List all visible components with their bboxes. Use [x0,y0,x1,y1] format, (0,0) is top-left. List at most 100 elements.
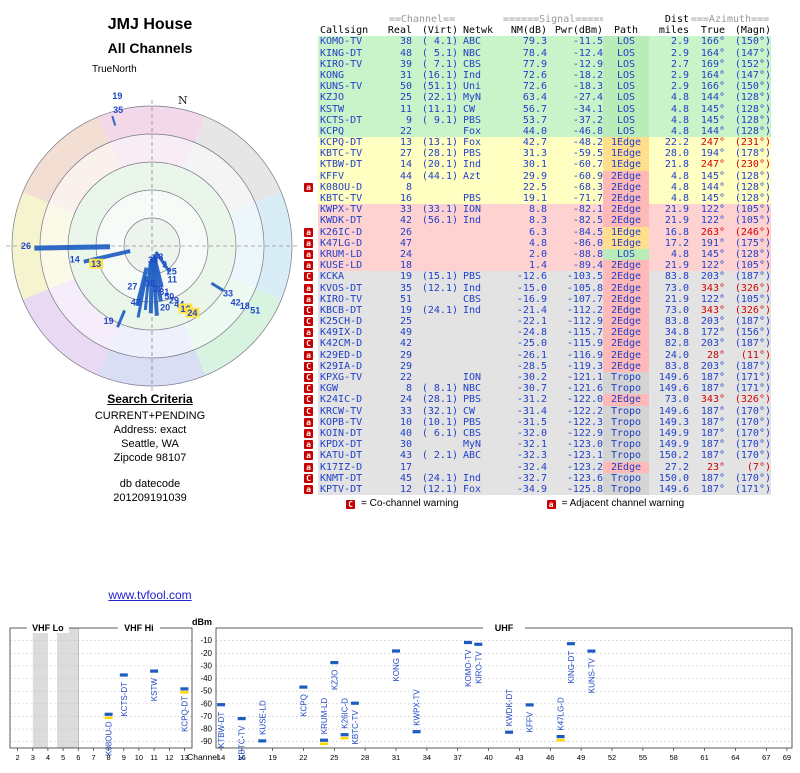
azimuth-true-cell: 145° [689,170,725,182]
azimuth-true-cell: 145° [689,103,725,115]
signal-bar [180,687,189,691]
pending-mark [340,736,349,740]
path-cell: LOS [603,36,649,48]
table-row: KZJO 25 (22.1) MyN 63.4 -27.4 LOS 4.8 144° (128°) [304,92,771,104]
callsign-cell: KWPX-TV [318,204,386,216]
callsign-cell: K29IA-D [318,360,386,372]
virtual-channel-cell [412,226,458,238]
table-group-header: ==Channel== ======Signal====== Dist ===Azim… [388,14,770,25]
signal-vector [135,267,149,307]
callsign-cell: KPTV-DT [318,483,386,496]
callsign-cell: KUNS-TV [318,81,386,93]
channel-tick: 69 [783,753,791,762]
network-cell: PBS [458,416,503,428]
channel-tick: 4 [46,753,50,762]
virtual-channel-cell [412,316,458,328]
network-cell: ABC [458,450,503,462]
station-label: KZJO [330,670,339,690]
table-row: KFFV 44 (44.1) Azt 29.9 -60.9 2Edge 4.8 145° (128… [304,170,771,182]
path-cell: 2Edge [603,338,649,350]
path-cell: 2Edge [603,282,649,294]
dbm-tick: -70 [200,712,212,721]
table-row: KUNS-TV 50 (51.1) Uni 72.6 -18.3 LOS 2.9 166° (15… [304,81,771,93]
power-cell: -115.7 [547,327,603,339]
path-cell: LOS [603,69,649,82]
distance-cell: 4.8 [649,125,689,138]
real-channel-cell: 16 [386,193,412,205]
callsign-cell: KPXG-TV [318,372,386,384]
azimuth-true-cell: 144° [689,125,725,138]
power-cell: -12.9 [547,58,603,70]
search-zipcode: Zipcode 98107 [113,452,187,464]
co-channel-warning-mark: C [304,272,313,282]
station-label: KFFV [526,711,535,732]
dbm-tick: -90 [200,737,212,746]
channel-tick: 64 [731,753,739,762]
path-cell: 2Edge [603,360,649,372]
signal-strength-chart: VHF Lo VHF Hi 2 3 4 5 6 7 8 9 10 11 12 13 K08OU-D KCTS-… [0,617,800,768]
callsign-cell: KCTS-DT [318,114,386,126]
channel-tick: 37 [454,753,462,762]
power-cell: -116.9 [547,349,603,361]
table-row: a K26IC-D 26 6.3 -84.5 1Edge 16.8 263° (246°) [304,226,771,238]
channel-marker-label: 19 [112,91,122,101]
signal-vector [111,115,117,126]
search-criteria-heading: Search Criteria [107,392,193,406]
signal-bar [412,730,421,734]
signal-bar [104,712,113,716]
virtual-channel-cell [412,293,458,305]
noise-margin-cell: 72.6 [503,81,547,93]
tvfool-link[interactable]: www.tvfool.com [108,588,192,602]
noise-margin-cell: 53.7 [503,114,547,126]
noise-margin-cell: -26.1 [503,349,547,361]
azimuth-true-cell: 169° [689,58,725,70]
true-north-label: TrueNorth [92,64,137,75]
station-label: K08OU-D [105,721,114,756]
callsign-cell: KIRO-TV [318,58,386,70]
table-row: a KUSE-LD 18 1.4 -89.4 2Edge 21.9 122° (105°) [304,260,771,272]
network-cell: MyN [458,439,503,451]
power-cell: -123.1 [547,450,603,462]
real-channel-cell: 27 [386,148,412,160]
azimuth-magn-cell: (171°) [725,483,771,496]
channel-marker-label: 14 [70,255,80,265]
noise-margin-cell: 79.3 [503,36,547,48]
noise-margin-cell: 56.7 [503,103,547,115]
adjacent-channel-warning-mark: a [304,294,313,304]
network-cell: Fox [458,137,503,149]
real-channel-cell: 22 [386,125,412,138]
azimuth-magn-cell: (128°) [725,125,771,138]
channel-marker-label: 35 [113,105,123,115]
network-cell: CBS [458,293,503,305]
real-channel-cell: 42 [386,338,412,350]
distance-cell: 149.6 [649,405,689,417]
distance-cell: 73.0 [649,282,689,294]
dbm-tick: -50 [200,687,212,696]
azimuth-magn-cell: (230°) [725,159,771,171]
pending-mark [104,716,113,720]
virtual-channel-cell: (15.1) [412,271,458,283]
channel-marker-label: 20 [160,303,170,313]
callsign-cell: K08OU-D [318,181,386,193]
table-row: a K49IX-D 49 -24.8 -115.7 2Edge 34.8 172° (156°) [304,327,771,339]
channel-marker-label: 26 [21,241,31,251]
azimuth-magn-cell: (128°) [725,181,771,193]
power-cell: -86.0 [547,237,603,249]
signal-bar [340,733,349,737]
distance-cell: 21.9 [649,204,689,216]
table-row: KOMO-TV 38( 4.1) ABC 79.3 -11.5 LOS 2.9 166° (15… [304,36,771,48]
noise-margin-cell: 30.1 [503,159,547,171]
azimuth-true-cell: 187° [689,405,725,417]
power-cell: -34.1 [547,103,603,115]
station-label: KTBW-DT [217,712,226,748]
virtual-channel-cell: (20.1) [412,159,458,171]
adjacent-channel-warning-mark: a [304,227,313,237]
noise-margin-cell: -15.0 [503,282,547,294]
power-cell: -122.2 [547,405,603,417]
table-row: KBTC-TV 16 PBS 19.1 -71.7 2Edge 4.8 145° (128°) [304,193,771,205]
network-cell: Ind [458,304,503,317]
real-channel-cell: 48 [386,47,412,59]
azimuth-magn-cell: (105°) [725,215,771,227]
signal-bar [350,701,359,705]
real-channel-cell: 25 [386,92,412,104]
